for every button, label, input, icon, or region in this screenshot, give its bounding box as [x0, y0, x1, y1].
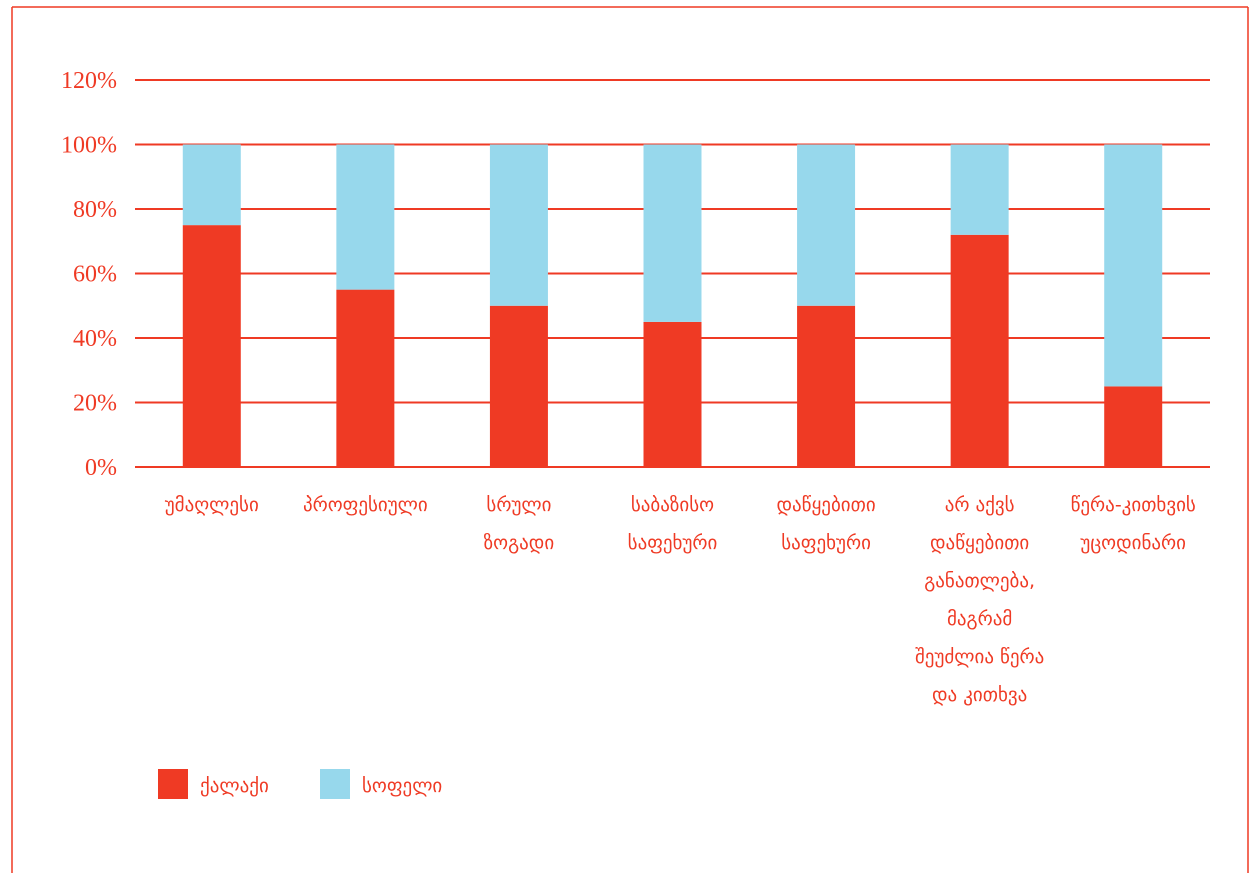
- x-tick-label-line: საბაზისო: [631, 494, 714, 516]
- x-tick-label: საბაზისო საფეხური: [628, 494, 718, 554]
- legend-label: ქალაქი: [200, 775, 269, 797]
- bar-segment-village: [643, 144, 702, 322]
- x-tick-label-line: ზოგადი: [484, 532, 555, 554]
- x-tick-label-line: შეუძლია წერა: [915, 646, 1044, 668]
- x-tick-label-line: და კითხვა: [932, 684, 1027, 706]
- y-tick-label: 100%: [61, 133, 117, 159]
- bar-segment-city: [489, 305, 548, 467]
- bar-segment-village: [182, 144, 241, 226]
- bar-segment-village: [797, 144, 856, 306]
- bar-segment-city: [950, 234, 1009, 467]
- bar-segment-village: [1104, 144, 1163, 387]
- y-tick-label: 40%: [73, 326, 117, 352]
- x-tick-label-line: დაწყებითი: [776, 494, 875, 516]
- x-tick-label-line: პროფესიული: [303, 494, 428, 516]
- x-tick-label: უმაღლესი: [165, 494, 259, 516]
- bar-segment-city: [797, 305, 856, 467]
- legend-swatch: [320, 769, 350, 799]
- x-tick-label-line: მაგრამ: [947, 608, 1012, 630]
- y-tick-label: 60%: [73, 262, 117, 288]
- bars: [135, 144, 1210, 468]
- bar-segment-city: [336, 289, 395, 467]
- bar-segment-village: [489, 144, 548, 306]
- x-tick-label: პროფესიული: [303, 494, 428, 516]
- x-tick-label: არ აქვს დაწყებითი განათლება, მაგრამ შეუძლია …: [915, 494, 1044, 706]
- x-tick-label-line: სრული: [486, 494, 551, 516]
- y-tick-label: 0%: [85, 455, 117, 481]
- y-tick-label: 20%: [73, 391, 117, 417]
- x-tick-label-line: საფეხური: [628, 532, 718, 554]
- x-tick-label-line: საფეხური: [781, 532, 871, 554]
- x-tick-label-line: წერა-კითხვის: [1071, 494, 1196, 516]
- legend: ქალაქი სოფელი: [158, 769, 442, 799]
- x-tick-label-line: განათლება,: [924, 570, 1035, 592]
- x-tick-label: სრული ზოგადი: [484, 494, 555, 554]
- bar-segment-village: [950, 144, 1009, 235]
- y-tick-label: 120%: [61, 68, 117, 94]
- x-tick-label-line: უმაღლესი: [165, 494, 259, 516]
- chart-border: [11, 6, 1249, 873]
- legend-label: სოფელი: [362, 775, 442, 797]
- y-axis-tick-labels: 0% 20% 40% 60% 80% 100% 120%: [61, 68, 117, 481]
- bar-segment-city: [182, 225, 241, 467]
- x-tick-label-line: უცოდინარი: [1080, 532, 1186, 554]
- x-tick-label: წერა-კითხვის უცოდინარი: [1071, 494, 1196, 554]
- x-tick-label-line: დაწყებითი: [930, 532, 1029, 554]
- legend-swatch: [158, 769, 188, 799]
- x-tick-label: დაწყებითი საფეხური: [776, 494, 875, 554]
- x-tick-label-line: არ აქვს: [945, 494, 1015, 516]
- bar-segment-village: [336, 144, 395, 290]
- y-tick-label: 80%: [73, 197, 117, 223]
- x-axis-tick-labels: უმაღლესი პროფესიული სრული ზოგადი საბაზისო საფ…: [165, 494, 1196, 706]
- bar-segment-city: [643, 321, 702, 467]
- bar-segment-city: [1104, 386, 1163, 467]
